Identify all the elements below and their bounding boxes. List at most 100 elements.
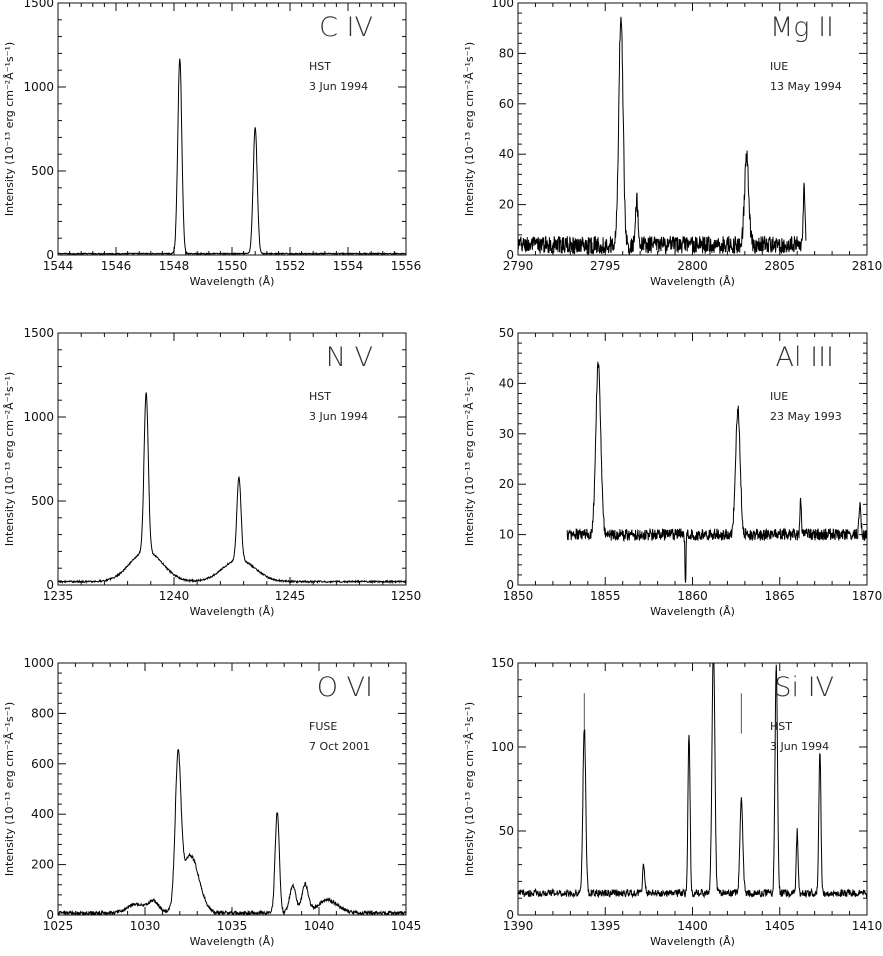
y-tick-label: 0 — [46, 248, 54, 262]
instrument-label: IUE — [770, 60, 788, 73]
y-tick-label: 150 — [491, 656, 514, 670]
x-axis-label: Wavelength (Å) — [650, 275, 735, 288]
y-tick-label: 100 — [491, 740, 514, 754]
y-tick-label: 1000 — [23, 410, 54, 424]
x-tick-label: 1025 — [43, 919, 74, 933]
y-tick-label: 1500 — [23, 0, 54, 10]
x-tick-label: 1410 — [852, 919, 883, 933]
y-tick-label: 0 — [46, 908, 54, 922]
y-tick-label: 0 — [46, 578, 54, 592]
y-tick-label: 40 — [499, 147, 514, 161]
date-label: 23 May 1993 — [770, 410, 842, 423]
x-tick-label: 2795 — [590, 259, 621, 273]
x-tick-label: 1865 — [764, 589, 795, 603]
x-tick-label: 1400 — [677, 919, 708, 933]
x-tick-label: 1860 — [677, 589, 708, 603]
y-tick-label: 30 — [499, 427, 514, 441]
spectrum-line — [58, 748, 406, 915]
x-tick-label: 1870 — [852, 589, 883, 603]
x-axis-label: Wavelength (Å) — [650, 605, 735, 618]
y-axis-label: Intensity (10⁻¹³ erg cm⁻²Å⁻¹s⁻¹) — [463, 372, 476, 546]
ion-label: Al III — [776, 342, 834, 373]
y-tick-label: 50 — [499, 326, 514, 340]
x-tick-label: 1035 — [217, 919, 248, 933]
y-axis-label: Intensity (10⁻¹³ erg cm⁻²Å⁻¹s⁻¹) — [3, 372, 16, 546]
x-tick-label: 1390 — [503, 919, 534, 933]
y-tick-label: 20 — [499, 198, 514, 212]
y-axis-label: Intensity (10⁻¹³ erg cm⁻²Å⁻¹s⁻¹) — [3, 42, 16, 216]
instrument-label: FUSE — [309, 720, 337, 733]
y-tick-label: 200 — [31, 858, 54, 872]
x-tick-label: 1546 — [101, 259, 132, 273]
y-tick-label: 50 — [499, 824, 514, 838]
plot-frame — [57, 332, 407, 586]
y-tick-label: 10 — [499, 528, 514, 542]
ion-label: Mg II — [770, 12, 834, 43]
x-tick-label: 1855 — [590, 589, 621, 603]
spectrum-line — [566, 361, 867, 583]
x-tick-label: 2790 — [503, 259, 534, 273]
y-tick-label: 1000 — [23, 656, 54, 670]
spectrum-line — [518, 16, 807, 255]
y-axis-label: Intensity (10⁻¹³ erg cm⁻²Å⁻¹s⁻¹) — [3, 702, 16, 876]
y-tick-label: 800 — [31, 706, 54, 720]
date-label: 3 Jun 1994 — [770, 740, 829, 753]
x-tick-label: 1550 — [217, 259, 248, 273]
ion-label: O VI — [317, 672, 373, 703]
instrument-label: HST — [309, 60, 331, 73]
y-axis-label: Intensity (10⁻¹³ erg cm⁻²Å⁻¹s⁻¹) — [463, 702, 476, 876]
x-tick-label: 1405 — [764, 919, 795, 933]
x-tick-label: 1040 — [304, 919, 335, 933]
spectrum-line — [518, 663, 867, 899]
x-axis-label: Wavelength (Å) — [650, 935, 735, 948]
y-tick-label: 500 — [31, 164, 54, 178]
x-tick-label: 1395 — [590, 919, 621, 933]
ion-label: C IV — [319, 12, 373, 43]
y-tick-label: 1500 — [23, 326, 54, 340]
x-tick-label: 1554 — [333, 259, 364, 273]
x-axis-label: Wavelength (Å) — [190, 605, 275, 618]
x-tick-label: 1548 — [159, 259, 190, 273]
panel-mg-ii: 2790 2795 2800 2805 2810 0 20 40 60 80 100 Waveleng… — [463, 0, 882, 288]
date-label: 3 Jun 1994 — [309, 410, 368, 423]
y-tick-label: 0 — [506, 908, 514, 922]
x-tick-label: 1544 — [43, 259, 74, 273]
x-axis-label: Wavelength (Å) — [190, 935, 275, 948]
x-tick-label: 1245 — [275, 589, 306, 603]
panel-o-vi: 1025 1030 1035 1040 1045 0 200 400 600 800 1000 Wav… — [3, 656, 421, 948]
panel-si-iv: 1390 1395 1400 1405 1410 0 50 100 150 Wavelength … — [463, 656, 883, 948]
y-tick-label: 0 — [506, 578, 514, 592]
y-tick-label: 1000 — [23, 80, 54, 94]
ion-label: Si IV — [774, 672, 834, 703]
y-tick-label: 100 — [491, 0, 514, 10]
x-tick-label: 1556 — [391, 259, 422, 273]
y-tick-label: 40 — [499, 376, 514, 390]
x-tick-label: 1850 — [503, 589, 534, 603]
x-tick-label: 1235 — [43, 589, 74, 603]
y-tick-label: 600 — [31, 757, 54, 771]
instrument-label: HST — [770, 720, 792, 733]
spectrum-line — [58, 58, 406, 255]
x-tick-label: 1552 — [275, 259, 306, 273]
panel-al-iii: 1850 1855 1860 1865 1870 0 10 20 30 40 50 Wavelengt… — [463, 326, 882, 618]
x-tick-label: 2800 — [677, 259, 708, 273]
y-tick-label: 400 — [31, 807, 54, 821]
x-axis-label: Wavelength (Å) — [190, 275, 275, 288]
y-tick-label: 80 — [499, 46, 514, 60]
ion-label: N V — [326, 342, 373, 373]
date-label: 7 Oct 2001 — [309, 740, 370, 753]
x-tick-label: 2805 — [764, 259, 795, 273]
y-tick-label: 20 — [499, 477, 514, 491]
x-tick-label: 1030 — [130, 919, 161, 933]
y-tick-label: 0 — [506, 248, 514, 262]
instrument-label: HST — [309, 390, 331, 403]
y-axis-label: Intensity (10⁻¹³ erg cm⁻²Å⁻¹s⁻¹) — [463, 42, 476, 216]
x-tick-label: 1045 — [391, 919, 422, 933]
x-tick-label: 1240 — [159, 589, 190, 603]
x-tick-label: 2810 — [852, 259, 883, 273]
y-tick-label: 60 — [499, 97, 514, 111]
spectrum-line — [58, 392, 406, 585]
date-label: 13 May 1994 — [770, 80, 842, 93]
panel-c-iv: 1544 1546 1548 1550 1552 1554 1556 0 500 1000 1500… — [3, 0, 421, 288]
